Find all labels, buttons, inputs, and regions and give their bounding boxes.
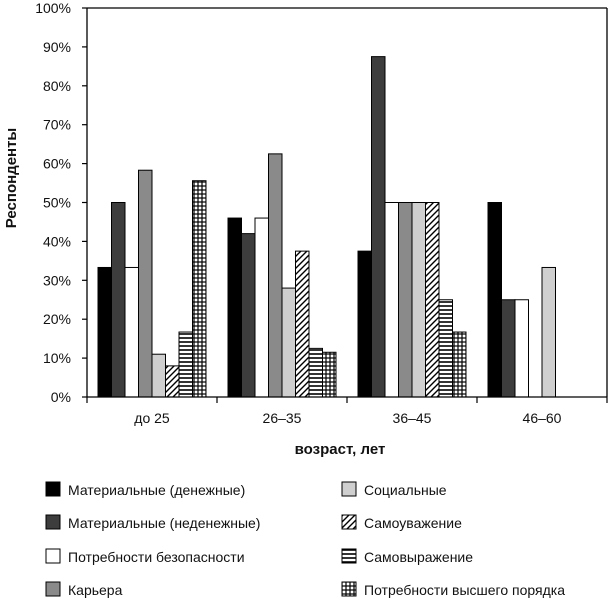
legend-label-потребности-высшего-порядка: Потребности высшего порядка: [364, 582, 565, 598]
bar-самоуважение-1: [295, 250, 310, 398]
y-tick-label: 10%: [43, 350, 71, 366]
bar-социальные-0: [151, 353, 166, 398]
legend-swatch-материальные-денежные: [45, 481, 61, 497]
bar-потребности-безопасности-2: [384, 202, 399, 398]
bar-самоуважение-2: [425, 202, 440, 398]
legend-swatch-потребности-высшего-порядка: [341, 581, 357, 597]
bar-карьера-1: [268, 153, 283, 398]
bar-материальные-неденежные-3: [501, 299, 516, 398]
bar-карьера-2: [398, 202, 413, 398]
legend-label-материальные-неденежные: Материальные (неденежные): [68, 515, 260, 531]
legend-label-материальные-денежные: Материальные (денежные): [68, 482, 245, 498]
bar-потребности-безопасности-3: [514, 299, 529, 398]
legend-label-потребности-безопасности: Потребности безопасности: [68, 549, 245, 565]
y-tick-label: 70%: [43, 117, 71, 133]
legend-swatch-самовыражение: [341, 548, 357, 564]
legend-label-карьера: Карьера: [68, 582, 123, 598]
bar-самовыражение-2: [438, 299, 453, 398]
x-tick-label: 26–35: [263, 410, 302, 426]
bar-потребности-высшего-порядка-2: [452, 331, 467, 398]
legend-label-социальные: Социальные: [364, 482, 447, 498]
x-tick-label: до 25: [134, 410, 170, 426]
x-tick-label: 36–45: [393, 410, 432, 426]
legend-swatch-социальные: [341, 481, 357, 497]
y-tick-label: 100%: [35, 0, 71, 16]
legend-swatch-самоуважение: [341, 514, 357, 530]
legend-label-самоуважение: Самоуважение: [364, 515, 462, 531]
x-tick-label: 46–60: [523, 410, 562, 426]
legend-label-самовыражение: Самовыражение: [364, 549, 473, 565]
legend-swatch-материальные-неденежные: [45, 514, 61, 530]
x-ticks-group: до 25 26–35 36–45 46–60: [86, 397, 608, 426]
bar-потребности-безопасности-1: [254, 217, 269, 398]
y-tick-label: 20%: [43, 311, 71, 327]
bar-материальные-денежные-3: [487, 202, 502, 398]
bar-материальные-неденежные-1: [241, 233, 256, 398]
y-axis-title: Респонденты: [3, 128, 20, 228]
x-axis-title: возраст, лет: [295, 441, 386, 458]
y-tick-label: 90%: [43, 39, 71, 55]
bars-group: [97, 56, 556, 398]
y-tick-label: 60%: [43, 156, 71, 172]
bar-самоуважение-0: [165, 365, 180, 398]
bar-карьера-0: [138, 169, 153, 398]
bar-социальные-2: [411, 202, 426, 398]
legend: Материальные (денежные) Материальные (нед…: [45, 481, 565, 598]
bar-самовыражение-1: [308, 347, 323, 398]
bar-социальные-1: [281, 287, 296, 398]
bar-материальные-неденежные-2: [371, 56, 386, 398]
bar-социальные-3: [541, 266, 556, 398]
y-tick-label: 40%: [43, 233, 71, 249]
y-tick-label: 50%: [43, 195, 71, 211]
bar-потребности-высшего-порядка-0: [192, 180, 207, 398]
bar-самовыражение-0: [178, 331, 193, 398]
bar-материальные-неденежные-0: [111, 202, 126, 398]
legend-swatch-потребности-безопасности: [45, 548, 61, 564]
legend-swatch-карьера: [45, 581, 61, 597]
bar-материальные-денежные-1: [227, 217, 242, 398]
y-tick-label: 80%: [43, 78, 71, 94]
y-ticks-group: 0% 10% 20% 30% 40% 50% 60% 70% 80% 90% 100%: [35, 0, 87, 405]
y-tick-label: 0%: [51, 389, 71, 405]
bar-потребности-высшего-порядка-1: [322, 351, 337, 398]
y-tick-label: 30%: [43, 272, 71, 288]
bar-материальные-денежные-0: [97, 266, 112, 398]
bar-материальные-денежные-2: [357, 250, 372, 398]
bar-потребности-безопасности-0: [124, 266, 139, 398]
